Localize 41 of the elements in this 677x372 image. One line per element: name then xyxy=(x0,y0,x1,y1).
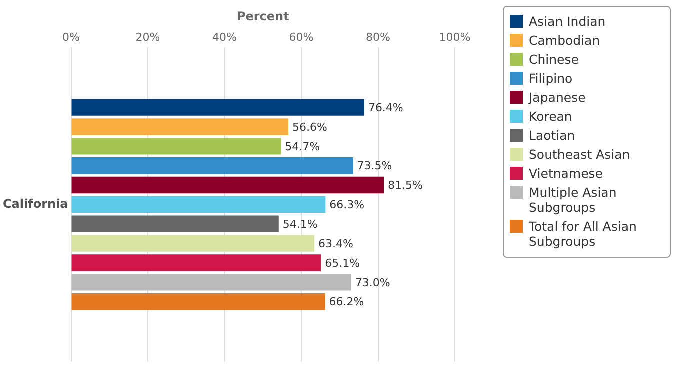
bar xyxy=(72,138,282,155)
bar xyxy=(72,254,322,272)
legend-label: Total for All Asian Subgroups xyxy=(529,219,638,249)
data-label: 81.5% xyxy=(388,179,423,192)
legend-label: Laotian xyxy=(529,128,576,143)
legend-label: Japanese xyxy=(529,90,586,105)
bar xyxy=(72,196,326,214)
bar xyxy=(72,99,364,116)
x-axis-title: Percent xyxy=(236,9,290,24)
x-tick-label: 0% xyxy=(62,30,80,44)
data-label: 66.2% xyxy=(329,296,364,309)
data-label: 73.0% xyxy=(355,276,390,290)
y-tick-label: California xyxy=(2,196,68,211)
legend-label: Asian Indian xyxy=(529,14,606,29)
legend-label: Filipino xyxy=(529,71,573,86)
x-tick-label: 80% xyxy=(366,30,390,44)
x-tick-label: 20% xyxy=(136,30,160,44)
data-label: 63.4% xyxy=(318,237,354,250)
bar xyxy=(72,235,315,252)
legend-label: Cambodian xyxy=(529,33,600,48)
data-label: 54.7% xyxy=(285,140,320,154)
legend-label: Multiple Asian Subgroups xyxy=(529,185,618,215)
bar xyxy=(72,216,279,232)
data-label: 76.4% xyxy=(368,101,404,114)
data-label: 54.1% xyxy=(282,218,318,231)
bar xyxy=(72,176,384,194)
data-label: 66.3% xyxy=(330,198,365,212)
bar xyxy=(72,158,354,174)
legend-label: Southeast Asian xyxy=(529,147,630,162)
legend-label: Vietnamese xyxy=(529,166,603,181)
x-tick-label: 60% xyxy=(289,30,314,44)
bar xyxy=(72,274,352,291)
data-label: 56.6% xyxy=(292,120,328,134)
legend-label: Chinese xyxy=(529,52,579,67)
bar xyxy=(72,118,288,136)
data-label: 73.5% xyxy=(357,160,392,173)
bar xyxy=(72,293,326,310)
x-tick-label: 100% xyxy=(439,30,471,44)
data-label: 65.1% xyxy=(325,256,360,270)
legend-label: Korean xyxy=(529,109,572,124)
x-tick-label: 40% xyxy=(212,30,237,44)
